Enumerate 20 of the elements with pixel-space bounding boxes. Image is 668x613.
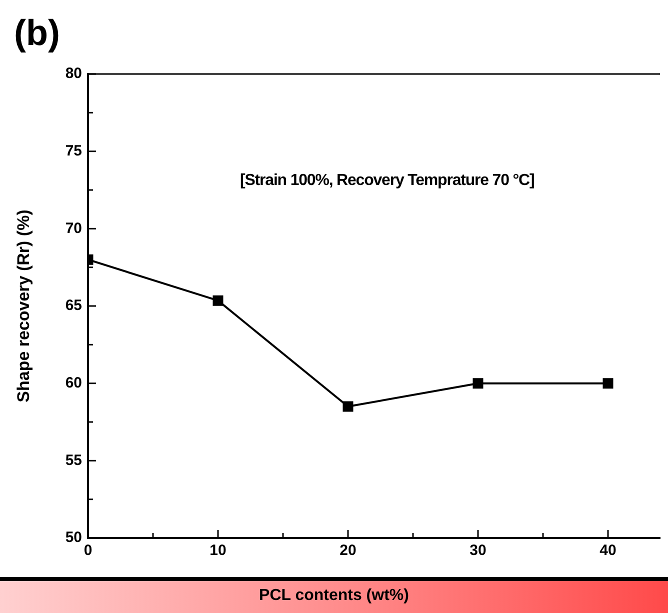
point bbox=[212, 295, 224, 306]
x-tick-label: 30 bbox=[470, 542, 486, 560]
point bbox=[342, 401, 354, 412]
y-tick-label: 75 bbox=[65, 142, 82, 160]
point bbox=[472, 378, 484, 389]
x-tick-label: 10 bbox=[210, 542, 226, 560]
y-tick-label: 65 bbox=[65, 297, 82, 314]
x-tick-label: 40 bbox=[600, 542, 616, 560]
y-tick-label: 80 bbox=[65, 65, 82, 82]
x-tick-label: 0 bbox=[84, 542, 92, 560]
chart-title: (b) bbox=[14, 12, 60, 54]
x-axis-title: PCL contents (wt%) bbox=[0, 577, 668, 613]
y-tick-label: 55 bbox=[65, 452, 82, 469]
x-tick-label: 20 bbox=[340, 542, 356, 560]
y-tick-label: 70 bbox=[65, 220, 82, 237]
annotation: [Strain 100%, Recovery Temprature 70 °C] bbox=[240, 172, 534, 190]
y-axis-title: Shape recovery (Rr) (%) bbox=[14, 210, 33, 402]
point bbox=[602, 378, 614, 389]
y-tick-label: 60 bbox=[65, 374, 82, 392]
y-tick-label: 50 bbox=[65, 529, 82, 546]
